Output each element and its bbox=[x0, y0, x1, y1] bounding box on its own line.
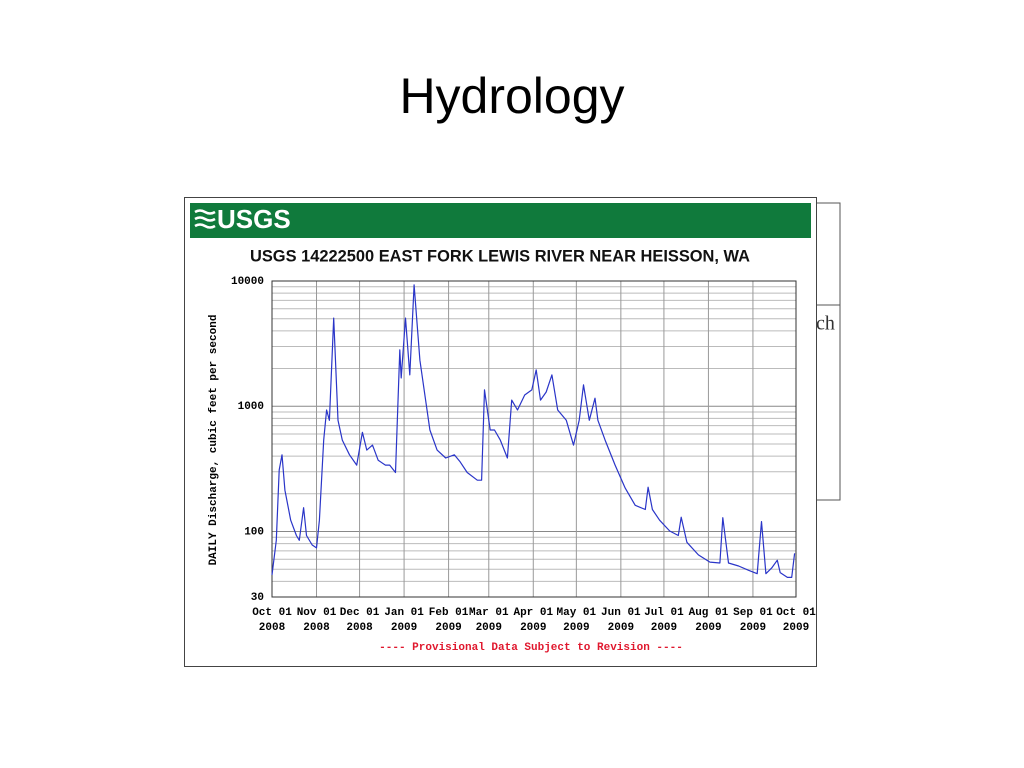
y-tick-label: 100 bbox=[244, 526, 264, 538]
x-tick-label: Aug 01 bbox=[689, 607, 729, 619]
x-tick-label: 2009 bbox=[563, 622, 589, 634]
background-fragment: ch bbox=[816, 313, 835, 335]
usgs-logo: USGS bbox=[217, 204, 291, 234]
x-tick-label: 2009 bbox=[476, 622, 502, 634]
x-tick-label: May 01 bbox=[557, 607, 597, 619]
x-tick-label: 2009 bbox=[391, 622, 417, 634]
x-tick-label: Jul 01 bbox=[644, 607, 684, 619]
x-tick-label: 2009 bbox=[435, 622, 461, 634]
x-tick-label: Jan 01 bbox=[384, 607, 424, 619]
y-tick-label: 10000 bbox=[231, 276, 264, 288]
y-tick-label: 30 bbox=[251, 592, 264, 604]
x-tick-label: 2008 bbox=[346, 622, 373, 634]
plot-border bbox=[271, 280, 797, 598]
x-tick-label: Sep 01 bbox=[733, 607, 773, 619]
x-tick-label: 2009 bbox=[740, 622, 766, 634]
x-tick-label: Apr 01 bbox=[513, 607, 553, 619]
x-tick-label: 2009 bbox=[695, 622, 721, 634]
x-tick-label: 2009 bbox=[520, 622, 546, 634]
x-tick-label: 2009 bbox=[783, 622, 809, 634]
x-tick-label: 2009 bbox=[608, 622, 634, 634]
y-axis-label: DAILY Discharge, cubic feet per second bbox=[208, 315, 220, 566]
slide-title: Hydrology bbox=[399, 68, 624, 124]
x-tick-label: Nov 01 bbox=[297, 607, 337, 619]
x-tick-label: Oct 01 bbox=[776, 607, 816, 619]
usgs-logo-mark bbox=[194, 209, 216, 229]
footnote: ---- Provisional Data Subject to Revisio… bbox=[379, 642, 683, 654]
x-tick-label: Jun 01 bbox=[601, 607, 641, 619]
y-tick-label: 1000 bbox=[238, 401, 264, 413]
chart-title: USGS 14222500 EAST FORK LEWIS RIVER NEAR… bbox=[250, 246, 750, 265]
x-tick-label: 2008 bbox=[259, 622, 286, 634]
x-tick-label: Feb 01 bbox=[429, 607, 469, 619]
x-tick-label: Mar 01 bbox=[469, 607, 509, 619]
x-tick-label: Oct 01 bbox=[252, 607, 292, 619]
x-tick-label: Dec 01 bbox=[340, 607, 380, 619]
x-tick-label: 2009 bbox=[651, 622, 677, 634]
plot-background bbox=[272, 281, 796, 597]
plot-area: 10000 1000 100 30 Oct 01 2008 Nov 01 2008 Dec 01… bbox=[231, 276, 816, 634]
discharge-line bbox=[271, 284, 796, 578]
x-tick-label: 2008 bbox=[303, 622, 330, 634]
header-bar bbox=[190, 203, 811, 238]
